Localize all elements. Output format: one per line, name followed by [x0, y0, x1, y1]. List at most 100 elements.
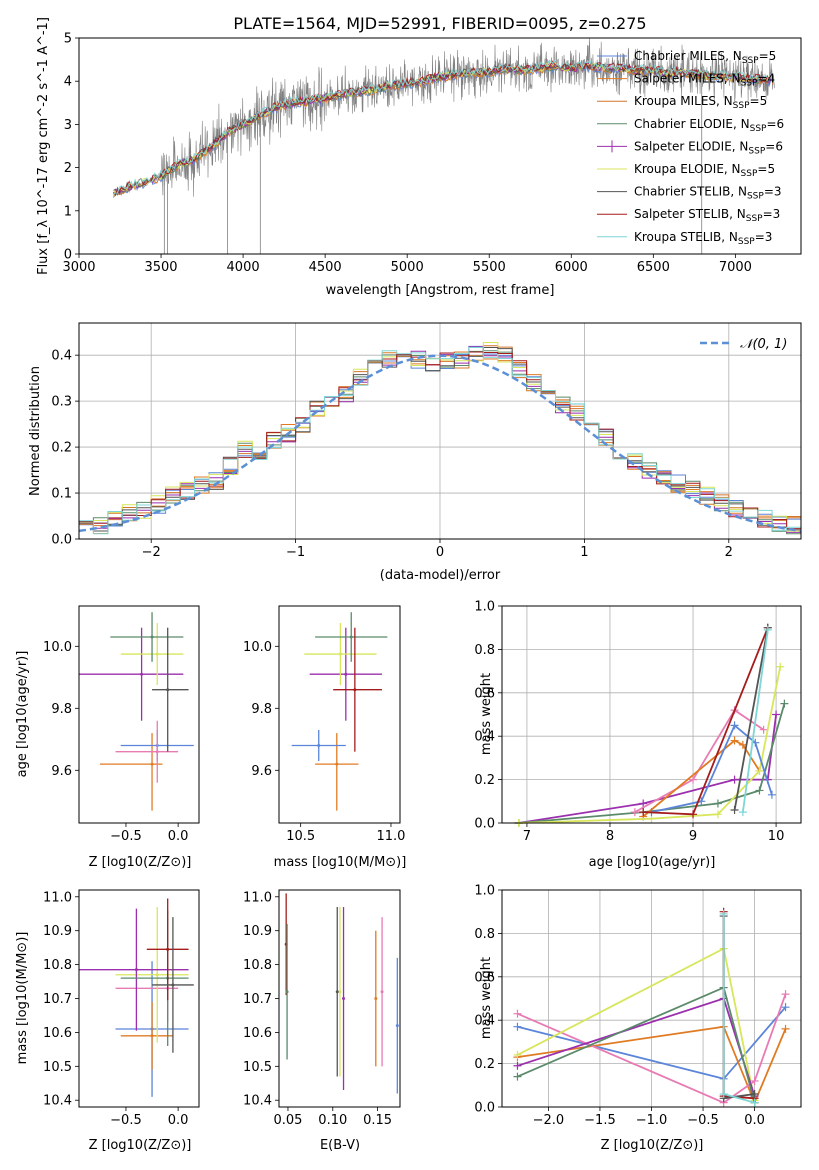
- y-tick-label: 10.6: [243, 1026, 272, 1041]
- histogram-xlabel: (data-model)/error: [380, 568, 501, 583]
- y-tick-label: 0.4: [51, 349, 72, 364]
- plus-marker: [781, 1024, 790, 1033]
- legend-label-main: Chabrier STELIB, N: [634, 185, 747, 199]
- legend-normal-label: 𝒩(0, 1): [740, 337, 787, 352]
- spectrum-panel: PLATE=1564, MJD=52991, FIBERID=0095, z=0…: [36, 14, 802, 298]
- data-point: [335, 762, 339, 766]
- spectrum-plot-area: 3000 3500 4000 4500 5000 5500 6000 6500 7000 0 1 2 3…: [62, 32, 802, 275]
- data-point: [338, 652, 342, 656]
- age-vs-mass-panel: 10.5 11.0 9.6 9.8 10.0 mass [log10(M/M⊙)]: [243, 605, 407, 870]
- y-tick-label: 10.7: [243, 992, 272, 1007]
- x-tick-label: 7: [523, 829, 531, 844]
- x-tick-label: 9: [689, 829, 697, 844]
- y-tick-label: 10.0: [43, 640, 72, 655]
- plus-marker: [730, 775, 739, 784]
- histogram-ylabel: Normed distribution: [28, 366, 43, 496]
- x-tick-label: 10.5: [286, 829, 315, 844]
- x-tick-label: 6500: [637, 260, 670, 275]
- histogram-plot-area: −2 −1 0 1 2 0.0 0.1 0.2 0.3 0.4: [51, 322, 802, 560]
- legend-label-subscript: SSP: [742, 56, 759, 66]
- x-tick-label: −1: [286, 545, 305, 560]
- weight-series-line: [517, 986, 756, 1103]
- legend-label-main: Salpeter ELODIE, N: [634, 139, 748, 153]
- y-tick-label: 10.9: [43, 924, 72, 939]
- plus-marker: [639, 808, 648, 817]
- y-tick-label: 4: [64, 75, 72, 90]
- plus-marker: [630, 808, 639, 817]
- x-tick-label: 10: [768, 829, 785, 844]
- axes-frame: [78, 605, 200, 824]
- legend-label-subscript: SSP: [733, 101, 750, 111]
- y-tick-label: 10.4: [243, 1094, 272, 1109]
- plus-marker: [767, 790, 776, 799]
- plus-marker: [759, 725, 768, 734]
- x-tick-label: 5500: [473, 260, 506, 275]
- mass-weight-vs-metallicity-panel: −2.0 −1.5 −1.0 −0.5 0.0 0.0 0.2 0.4 0.6 0.8 1.0 Z …: [474, 884, 802, 1153]
- y-tick-label: 9.6: [51, 764, 72, 779]
- x-tick-label: 5000: [391, 260, 424, 275]
- x-tick-label: 0.0: [168, 1113, 189, 1128]
- axes-frame: [78, 322, 802, 540]
- data-point: [349, 635, 353, 639]
- axes-frame: [278, 605, 401, 824]
- plus-marker: [639, 799, 648, 808]
- legend-label-tail: =6: [765, 139, 783, 153]
- legend-label-main: Kroupa ELODIE, N: [634, 162, 741, 176]
- legend-label-tail: =3: [755, 230, 773, 244]
- y-tick-label: 10.5: [43, 1060, 72, 1075]
- legend-label: Salpeter MILES, NSSP=4: [634, 72, 775, 89]
- weight-series-line: [634, 708, 765, 813]
- legend-label-main: Chabrier MILES, N: [634, 49, 742, 63]
- weight-age-ylabel: mass weight: [479, 673, 494, 755]
- y-tick-label: 10.7: [43, 992, 72, 1007]
- y-tick-label: 10.6: [43, 1026, 72, 1041]
- data-point: [140, 672, 144, 676]
- legend-label: Chabrier ELODIE, NSSP=6: [634, 117, 784, 134]
- axes-frame: [78, 889, 200, 1108]
- plus-marker: [513, 1009, 522, 1018]
- legend-label-subscript: SSP: [738, 237, 755, 247]
- age-mass-plot-area: 10.5 11.0 9.6 9.8 10.0: [243, 605, 405, 844]
- legend-label: Salpeter ELODIE, NSSP=6: [634, 139, 783, 156]
- legend-label-subscript: SSP: [746, 214, 763, 224]
- y-tick-label: 10.9: [243, 924, 272, 939]
- y-tick-label: 9.6: [251, 764, 272, 779]
- x-tick-label: 4500: [309, 260, 342, 275]
- data-point: [338, 990, 342, 994]
- axes-frame: [501, 889, 802, 1108]
- age-metallicity-plot-area: −0.5 0.0 9.6 9.8 10.0: [43, 605, 200, 844]
- age-mass-xlabel: mass [log10(M/M⊙)]: [274, 855, 407, 870]
- x-tick-label: 3000: [62, 260, 95, 275]
- data-point: [134, 968, 138, 972]
- legend-label-tail: =5: [757, 162, 775, 176]
- legend-label-tail: =6: [766, 117, 784, 131]
- plus-marker: [755, 786, 764, 795]
- y-tick-label: 1.0: [474, 884, 495, 899]
- data-point: [353, 688, 357, 692]
- spectrum-ylabel: Flux [f_λ 10^-17 erg cm^-2 s^-1 A^-1]: [36, 17, 51, 275]
- y-tick-label: 3: [64, 118, 72, 133]
- legend-label-tail: =5: [759, 49, 777, 63]
- data-point: [150, 635, 154, 639]
- y-tick-label: 0.8: [474, 643, 495, 658]
- plus-marker: [513, 1022, 522, 1031]
- x-tick-label: 0: [436, 545, 444, 560]
- plus-marker: [730, 736, 739, 745]
- y-tick-label: 0: [64, 248, 72, 263]
- data-point: [155, 973, 159, 977]
- histogram-legend: 𝒩(0, 1): [700, 337, 787, 352]
- x-tick-label: 7000: [719, 260, 752, 275]
- plus-marker: [763, 625, 772, 634]
- legend-label: Chabrier MILES, NSSP=5: [634, 49, 776, 66]
- x-tick-label: 1: [580, 545, 588, 560]
- y-tick-label: 0.6: [474, 970, 495, 985]
- data-point: [166, 688, 170, 692]
- y-tick-label: 10.8: [43, 958, 72, 973]
- plus-marker: [513, 1050, 522, 1059]
- y-tick-label: 0.2: [474, 1057, 495, 1072]
- x-tick-label: −2: [142, 545, 161, 560]
- y-tick-label: 0.4: [474, 730, 495, 745]
- plus-marker: [750, 1076, 759, 1085]
- x-tick-label: 4000: [227, 260, 260, 275]
- legend-label-subscript: SSP: [748, 146, 765, 156]
